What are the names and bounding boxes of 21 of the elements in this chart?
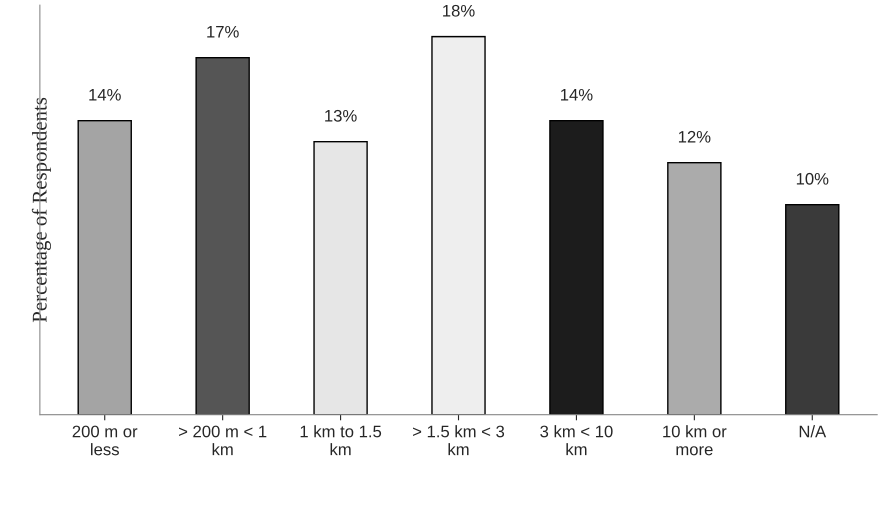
data-label: 14% (561, 88, 593, 101)
data-label: 14% (89, 88, 121, 101)
x-tick-label: 200 m or less (72, 426, 138, 456)
bar (667, 162, 722, 415)
data-label: 18% (443, 4, 475, 17)
bar (195, 56, 250, 415)
x-tick-label: > 200 m < 1 km (179, 426, 266, 456)
data-label: 17% (207, 26, 239, 38)
data-label: 12% (678, 130, 710, 143)
y-axis-title: Percentage of Respondents (32, 98, 51, 322)
x-tick-label: > 1.5 km < 3 km (413, 425, 504, 456)
x-tick-label: 10 km or more (663, 425, 726, 456)
bar (431, 36, 486, 415)
x-tick-label: 3 km < 10 km (540, 425, 613, 456)
data-label: 10% (796, 172, 828, 185)
x-tick-label: N/A (800, 425, 826, 438)
bar (78, 120, 132, 415)
bar (785, 204, 840, 415)
x-tick-label: 1 km to 1.5 km (300, 425, 382, 456)
bar (313, 140, 368, 415)
data-label: 13% (325, 110, 357, 122)
